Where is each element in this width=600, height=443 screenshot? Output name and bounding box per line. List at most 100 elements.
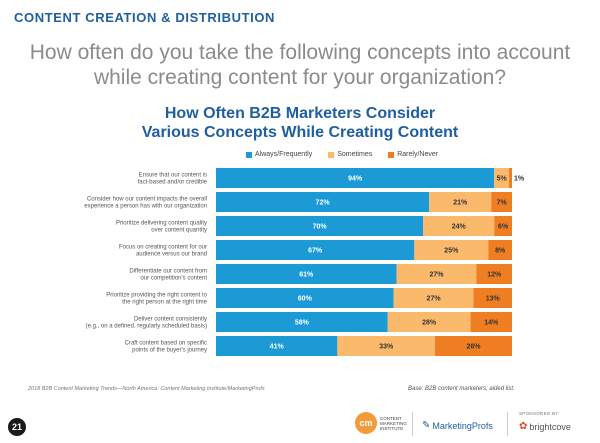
category-label-line: our competition's content bbox=[140, 276, 207, 282]
data-label: 67% bbox=[308, 248, 323, 255]
legend-swatch-always bbox=[246, 151, 252, 158]
cmi-logo-text: CONTENT MARKETING INSTITUTE bbox=[380, 415, 407, 431]
category-label: Consider how our content impacts the ove… bbox=[84, 197, 207, 210]
data-label: 27% bbox=[430, 272, 445, 279]
category-label-line: Differentiate our content from bbox=[129, 269, 207, 275]
bar-segment-rarely bbox=[488, 240, 512, 260]
category-label-line: points of the buyer's journey bbox=[132, 348, 207, 354]
cmi-logo: cm CONTENT MARKETING INSTITUTE bbox=[355, 412, 420, 434]
bar-segment-sometimes bbox=[387, 312, 471, 332]
bar-segment-rarely bbox=[476, 264, 512, 284]
data-label: 28% bbox=[422, 320, 437, 327]
bar-segment-sometimes bbox=[429, 192, 492, 212]
section-label: CONTENT CREATION & DISTRIBUTION bbox=[14, 10, 276, 25]
footer-source: 2018 B2B Content Marketing Trends—North … bbox=[28, 386, 265, 392]
data-label: 27% bbox=[427, 296, 442, 303]
brightcove-logo-text: brightcove bbox=[529, 421, 571, 432]
bar-segment-always bbox=[216, 240, 415, 260]
category-label-line: Ensure that our content is bbox=[139, 173, 207, 179]
legend-item-rarely: Rarely/Never bbox=[388, 151, 438, 158]
bar-segment-always bbox=[216, 192, 430, 212]
legend-item-always: Always/Frequently bbox=[246, 151, 312, 158]
category-label: Differentiate our content from our compet… bbox=[129, 269, 207, 282]
category-label-line: audience versus our brand bbox=[136, 252, 207, 258]
data-label: 58% bbox=[295, 320, 310, 327]
category-label-line: Prioritize delivering content quality bbox=[116, 221, 207, 227]
category-label: Ensure that our content is fact-based and… bbox=[138, 173, 208, 186]
category-label-line: Deliver content consistently bbox=[134, 317, 207, 323]
bar-segment-sometimes bbox=[393, 288, 474, 308]
survey-question: How often do you take the following conc… bbox=[29, 41, 571, 89]
data-label: 26% bbox=[467, 344, 482, 351]
bar-segment-sometimes bbox=[414, 240, 489, 260]
data-label: 24% bbox=[452, 224, 467, 231]
brightcove-logo-icon: ✿ bbox=[519, 421, 528, 432]
marketingprofs-logo: ✎ MarketingProfs bbox=[422, 420, 493, 431]
category-label-line: Focus on creating content for our bbox=[119, 245, 207, 251]
data-label: 6% bbox=[498, 224, 509, 231]
data-label: 60% bbox=[298, 296, 313, 303]
data-label: 72% bbox=[316, 200, 331, 207]
bar-segment-always bbox=[216, 216, 424, 236]
legend-item-sometimes: Sometimes bbox=[328, 151, 372, 158]
chart-title: How Often B2B Marketers Consider Various… bbox=[100, 104, 500, 142]
bar-segment-rarely bbox=[491, 192, 512, 212]
data-label: 33% bbox=[379, 344, 394, 351]
sponsor-label: SPONSORED BY bbox=[519, 411, 559, 416]
category-label-line: (e.g., on a defined, regularly scheduled… bbox=[86, 324, 207, 330]
bar-segment-rarely bbox=[494, 216, 512, 236]
page-number: 21 bbox=[8, 418, 26, 436]
data-label: 5% bbox=[497, 176, 508, 183]
bar-segment-rarely bbox=[509, 168, 512, 188]
bar-segment-rarely bbox=[473, 288, 512, 308]
data-label: 61% bbox=[299, 272, 314, 279]
bar-segment-sometimes bbox=[423, 216, 495, 236]
bar-segment-always bbox=[216, 264, 397, 284]
category-label: Deliver content consistently (e.g., on a … bbox=[86, 317, 207, 330]
category-label-line: fact-based and/or credible bbox=[138, 180, 208, 186]
bar-segment-always bbox=[216, 168, 495, 188]
legend-label-rarely: Rarely/Never bbox=[397, 151, 439, 158]
chart-title-line-2: Various Concepts While Creating Content bbox=[141, 124, 459, 141]
data-label: 94% bbox=[348, 176, 363, 183]
bar-segment-sometimes bbox=[337, 336, 436, 356]
marketingprofs-logo-text: MarketingProfs bbox=[432, 420, 493, 431]
chart-legend: Always/Frequently Sometimes Rarely/Never bbox=[246, 151, 438, 158]
bar-segment-sometimes bbox=[494, 168, 510, 188]
data-label: 21% bbox=[453, 200, 468, 207]
data-label: 41% bbox=[270, 344, 285, 351]
data-label: 14% bbox=[484, 320, 499, 327]
bar-segment-sometimes bbox=[396, 264, 477, 284]
category-label: Prioritize delivering content quality ove… bbox=[116, 221, 207, 234]
footer-base-note: Base: B2B content marketers; aided list. bbox=[408, 386, 515, 392]
logo-divider bbox=[412, 412, 413, 436]
data-label: 8% bbox=[495, 248, 506, 255]
marketingprofs-logo-icon: ✎ bbox=[422, 420, 431, 431]
cmi-logo-mark: cm bbox=[355, 412, 377, 434]
data-label: 12% bbox=[487, 272, 502, 279]
legend-swatch-rarely bbox=[388, 151, 395, 158]
legend-swatch-sometimes bbox=[328, 151, 335, 158]
logo-divider bbox=[507, 412, 508, 436]
bar-segment-always bbox=[216, 312, 388, 332]
data-label: 1% bbox=[514, 176, 525, 183]
bar-segment-always bbox=[216, 288, 394, 308]
category-label-line: Consider how our content impacts the ove… bbox=[87, 197, 207, 203]
data-label: 70% bbox=[313, 224, 328, 231]
bar-segment-rarely bbox=[470, 312, 512, 332]
data-label: 25% bbox=[444, 248, 459, 255]
category-label-line: experience a person has with our organiz… bbox=[84, 204, 207, 210]
category-label-line: the right person at the right time bbox=[122, 300, 207, 306]
bar-segment-always bbox=[216, 336, 338, 356]
category-label: Prioritize providing the right content t… bbox=[106, 293, 207, 306]
category-label-line: Craft content based on specific bbox=[125, 341, 207, 347]
legend-label-always: Always/Frequently bbox=[255, 151, 313, 158]
brightcove-logo: ✿ brightcove bbox=[519, 421, 571, 432]
category-label-line: Prioritize providing the right content t… bbox=[106, 293, 207, 299]
data-label: 7% bbox=[497, 200, 508, 207]
bar-segment-rarely bbox=[435, 336, 512, 356]
category-label: Craft content based on specific points of… bbox=[125, 341, 207, 354]
category-label: Focus on creating content for our audienc… bbox=[119, 245, 207, 258]
data-label: 13% bbox=[486, 296, 501, 303]
